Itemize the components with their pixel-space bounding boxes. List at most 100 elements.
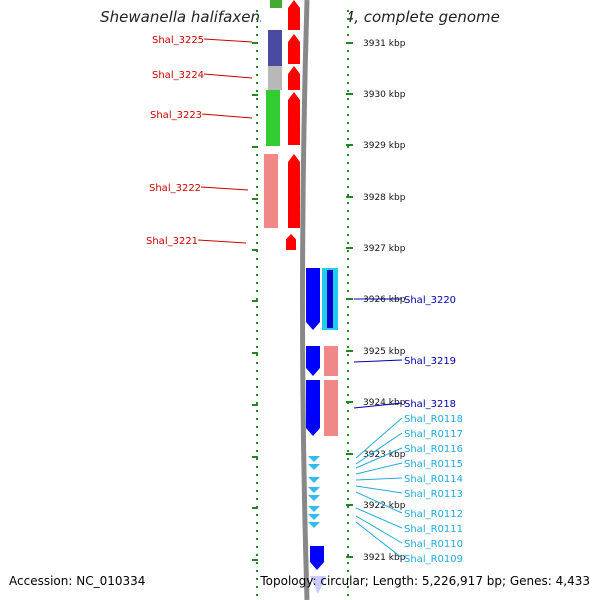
gene-leader-line xyxy=(353,359,403,363)
scale-dot-right xyxy=(347,90,349,92)
scale-dot-right xyxy=(347,58,349,60)
reverse-cds-arrow xyxy=(306,268,320,330)
scale-tick xyxy=(346,453,353,455)
scale-dot-left xyxy=(256,570,258,572)
scale-dot-right xyxy=(347,546,349,548)
scale-dot-left xyxy=(256,130,258,132)
scale-dot-left xyxy=(256,162,258,164)
rna-leader-line xyxy=(355,477,403,481)
scale-dot-left xyxy=(256,482,258,484)
scale-dot-left xyxy=(256,282,258,284)
rna-label-shal_r0111: Shal_R0111 xyxy=(404,524,463,535)
minor-tick-left xyxy=(252,94,258,96)
scale-dot-right xyxy=(347,146,349,148)
rna-label-shal_r0116: Shal_R0116 xyxy=(404,444,463,455)
gene-leader-line xyxy=(353,402,403,409)
scale-dot-right xyxy=(347,194,349,196)
scale-dot-left xyxy=(256,402,258,404)
scale-dot-left xyxy=(256,474,258,476)
scale-dot-left xyxy=(256,442,258,444)
scale-dot-left xyxy=(256,82,258,84)
scale-dot-left xyxy=(256,594,258,596)
scale-dot-left xyxy=(256,378,258,380)
scale-dot-right xyxy=(347,474,349,476)
scale-label: 3926 kbp xyxy=(363,295,406,305)
scale-dot-right xyxy=(347,370,349,372)
forward-cds-arrow xyxy=(288,66,300,90)
scale-dot-left xyxy=(256,554,258,556)
scale-dot-left xyxy=(256,234,258,236)
scale-dot-right xyxy=(347,290,349,292)
scale-dot-right xyxy=(347,26,349,28)
scale-dot-left xyxy=(256,114,258,116)
scale-dot-left xyxy=(256,194,258,196)
rna-label-shal_r0113: Shal_R0113 xyxy=(404,489,463,500)
scale-tick xyxy=(346,350,353,352)
gene-leader-line xyxy=(203,38,253,43)
scale-dot-right xyxy=(347,506,349,508)
scale-tick xyxy=(346,504,353,506)
scale-dot-right xyxy=(347,50,349,52)
cog-block-shal_3223 xyxy=(266,90,280,146)
scale-dot-right xyxy=(347,74,349,76)
scale-dot-right xyxy=(347,314,349,316)
rna-leader-line xyxy=(355,507,403,529)
scale-dot-right xyxy=(347,530,349,532)
scale-dot-right xyxy=(347,498,349,500)
scale-dot-left xyxy=(256,546,258,548)
forward-cds-arrow xyxy=(288,154,300,228)
scale-dot-left xyxy=(256,242,258,244)
scale-dot-left xyxy=(256,514,258,516)
scale-label: 3922 kbp xyxy=(363,501,406,511)
scale-dot-left xyxy=(256,258,258,260)
scale-dot-right xyxy=(347,106,349,108)
scale-dot-right xyxy=(347,130,349,132)
rna-leader-line xyxy=(355,485,403,494)
scale-dot-left xyxy=(256,434,258,436)
forward-cds-arrow xyxy=(288,34,300,64)
scale-dot-left xyxy=(256,370,258,372)
scale-dot-right xyxy=(347,162,349,164)
gene-label-shal_3224: Shal_3224 xyxy=(152,70,204,81)
scale-dot-left xyxy=(256,386,258,388)
scale-dot-right xyxy=(347,138,349,140)
scale-dot-left xyxy=(256,74,258,76)
gene-label-shal_3218: Shal_3218 xyxy=(404,399,456,410)
reverse-cds-arrow xyxy=(310,546,324,570)
reverse-cds-arrow xyxy=(306,380,320,436)
rna-chevron xyxy=(308,464,320,470)
scale-dot-right xyxy=(347,346,349,348)
scale-dot-left xyxy=(256,122,258,124)
scale-tick xyxy=(346,247,353,249)
scale-dot-right xyxy=(347,410,349,412)
scale-dot-left xyxy=(256,346,258,348)
scale-dot-left xyxy=(256,58,258,60)
scale-dot-left xyxy=(256,202,258,204)
scale-dot-right xyxy=(347,570,349,572)
scale-dot-right xyxy=(347,282,349,284)
scale-dot-left xyxy=(256,530,258,532)
scale-dot-right xyxy=(347,18,349,20)
gene-leader-line xyxy=(197,239,247,244)
cog-block-shal_3222 xyxy=(264,154,278,228)
scale-dot-right xyxy=(347,378,349,380)
scale-dot-right xyxy=(347,98,349,100)
scale-dot-left xyxy=(256,178,258,180)
scale-tick xyxy=(346,196,353,198)
cog-block-shal-3218 xyxy=(324,380,338,436)
scale-label: 3931 kbp xyxy=(363,39,406,49)
scale-dot-left xyxy=(256,586,258,588)
scale-dot-left xyxy=(256,50,258,52)
scale-dot-left xyxy=(256,26,258,28)
scale-label: 3927 kbp xyxy=(363,244,406,254)
forward-cds-arrow xyxy=(286,234,296,250)
scale-dot-left xyxy=(256,10,258,12)
cog-block-shal_3225 xyxy=(268,30,282,66)
scale-dot-right xyxy=(347,362,349,364)
scale-dot-right xyxy=(347,234,349,236)
accession-text: Accession: NC_010334 xyxy=(9,574,146,588)
scale-dot-left xyxy=(256,522,258,524)
scale-dot-left xyxy=(256,362,258,364)
scale-dot-left xyxy=(256,186,258,188)
scale-dot-left xyxy=(256,410,258,412)
